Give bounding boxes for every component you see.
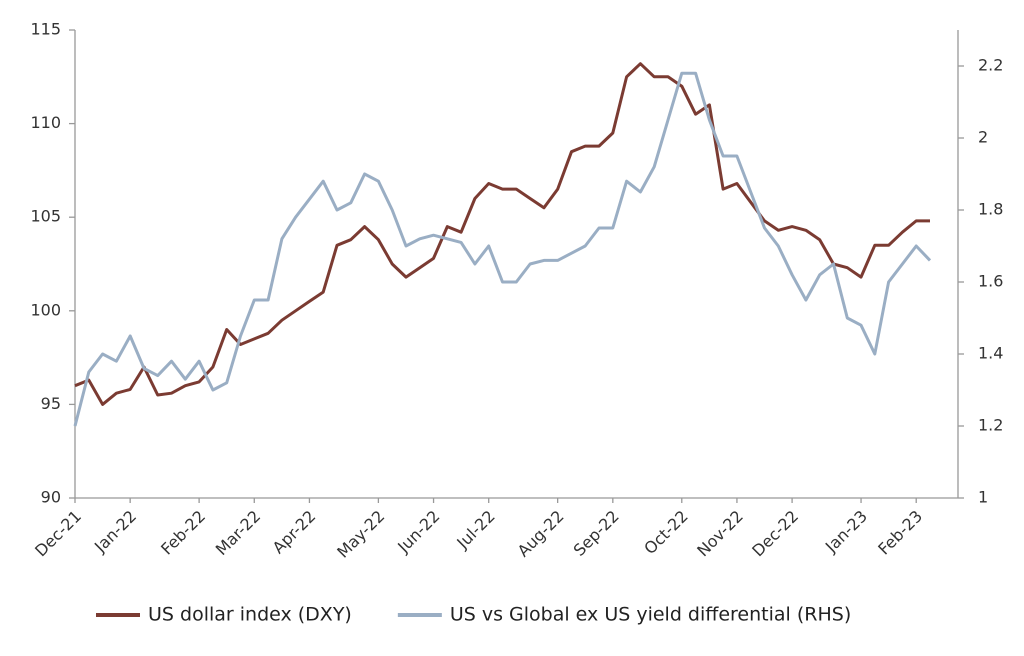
y2-tick-label: 1.6 [978,272,1003,291]
x-tick-label: Jan-23 [821,507,871,557]
legend-label: US dollar index (DXY) [148,604,352,626]
y-tick-label: 115 [30,20,61,39]
series-line [74,62,930,406]
x-tick-label: Feb-22 [157,507,209,559]
x-tick-label: Oct-22 [640,507,691,558]
y2-tick-label: 1.4 [978,344,1003,363]
y2-tick-label: 2.2 [978,56,1003,75]
y-tick-label: 90 [41,488,61,507]
x-tick-label: Jun-22 [393,507,443,557]
x-tick-label: Nov-22 [693,507,747,561]
y-tick-label: 105 [30,207,61,226]
x-tick-label: Jan-22 [90,507,140,557]
x-tick-label: Jul-22 [452,507,498,553]
x-tick-label: Feb-23 [874,507,926,559]
y-tick-label: 100 [30,300,61,319]
x-tick-label: Aug-22 [514,507,568,561]
x-tick-label: May-22 [333,507,388,562]
y2-tick-label: 1.2 [978,416,1003,435]
x-tick-label: Dec-22 [748,507,802,561]
y2-tick-label: 1 [978,488,988,507]
y-tick-label: 95 [41,394,61,413]
x-tick-label: Dec-21 [31,507,85,561]
x-tick-label: Sep-22 [570,507,623,560]
legend-label: US vs Global ex US yield differential (R… [450,604,851,626]
y2-tick-label: 2 [978,128,988,147]
series-line [73,71,932,427]
x-tick-label: Apr-22 [269,507,320,558]
y2-tick-label: 1.8 [978,200,1003,219]
y-tick-label: 110 [30,113,61,132]
x-tick-label: Mar-22 [212,507,265,560]
